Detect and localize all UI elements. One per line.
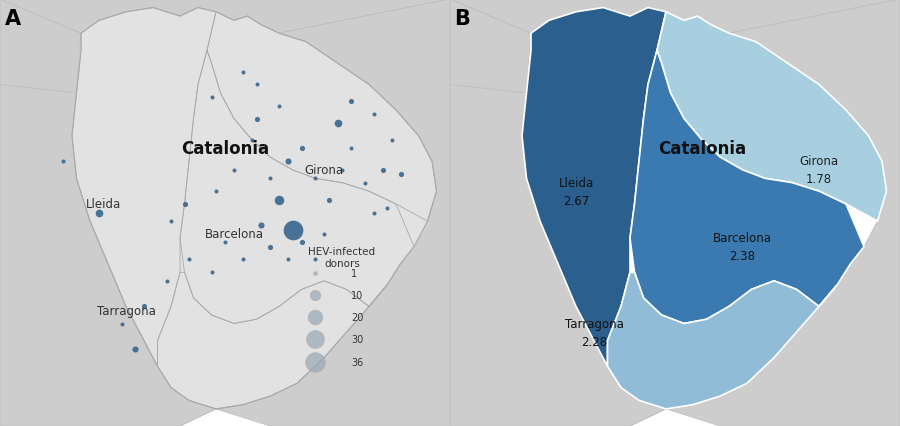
- Point: [366, 210, 381, 216]
- Point: [308, 358, 322, 365]
- Point: [204, 269, 219, 276]
- Point: [177, 201, 192, 208]
- Polygon shape: [450, 0, 666, 426]
- Point: [128, 346, 142, 353]
- Point: [335, 167, 349, 174]
- Text: Catalonia: Catalonia: [658, 140, 746, 158]
- Point: [344, 99, 358, 106]
- Point: [357, 180, 372, 187]
- Point: [321, 197, 336, 204]
- Text: Barcelona
2.38: Barcelona 2.38: [713, 232, 772, 262]
- Text: Barcelona: Barcelona: [204, 228, 264, 241]
- Text: B: B: [454, 9, 471, 29]
- Point: [236, 69, 250, 76]
- Text: 1: 1: [351, 268, 357, 278]
- Polygon shape: [189, 0, 450, 426]
- Polygon shape: [608, 273, 837, 409]
- Text: HEV-infected
donors: HEV-infected donors: [309, 247, 375, 268]
- Text: 20: 20: [351, 312, 364, 322]
- Text: 36: 36: [351, 357, 364, 367]
- Polygon shape: [0, 0, 216, 426]
- Point: [308, 176, 322, 182]
- Text: 10: 10: [351, 290, 364, 300]
- Point: [294, 239, 309, 246]
- Point: [159, 278, 174, 285]
- Point: [308, 270, 322, 276]
- Polygon shape: [450, 0, 900, 34]
- Text: Catalonia: Catalonia: [181, 140, 269, 158]
- Point: [254, 222, 268, 229]
- Text: Tarragona: Tarragona: [96, 305, 156, 317]
- Text: Lleida
2.67: Lleida 2.67: [558, 176, 594, 207]
- Point: [249, 82, 264, 89]
- Point: [375, 167, 390, 174]
- Point: [285, 227, 300, 233]
- Polygon shape: [0, 0, 450, 34]
- Point: [308, 256, 322, 263]
- Text: A: A: [4, 9, 21, 29]
- Polygon shape: [630, 51, 864, 324]
- Point: [92, 210, 106, 216]
- Point: [384, 137, 399, 144]
- Text: Girona
1.78: Girona 1.78: [799, 155, 839, 186]
- Point: [308, 292, 322, 299]
- Point: [281, 256, 295, 263]
- Point: [393, 171, 408, 178]
- Point: [330, 120, 345, 127]
- Text: Lleida: Lleida: [86, 198, 122, 211]
- Point: [236, 256, 250, 263]
- Text: Tarragona
2.28: Tarragona 2.28: [564, 317, 624, 348]
- Point: [209, 188, 223, 195]
- Point: [344, 146, 358, 153]
- Point: [317, 231, 331, 238]
- Point: [56, 158, 70, 165]
- Point: [281, 158, 295, 165]
- Point: [204, 95, 219, 101]
- Polygon shape: [657, 13, 886, 222]
- Polygon shape: [639, 0, 900, 426]
- Point: [308, 314, 322, 321]
- Point: [272, 197, 286, 204]
- Point: [272, 103, 286, 110]
- Text: Girona: Girona: [304, 164, 344, 177]
- Point: [263, 176, 277, 182]
- Text: 30: 30: [351, 334, 364, 345]
- Point: [249, 116, 264, 123]
- Point: [114, 320, 129, 327]
- Point: [182, 256, 196, 263]
- Point: [227, 167, 241, 174]
- Point: [137, 303, 151, 310]
- Point: [218, 239, 232, 246]
- Polygon shape: [450, 85, 666, 426]
- Point: [245, 137, 259, 144]
- Polygon shape: [72, 9, 436, 409]
- Polygon shape: [522, 9, 666, 366]
- Point: [294, 146, 309, 153]
- Polygon shape: [0, 85, 216, 426]
- Point: [263, 244, 277, 250]
- Point: [164, 218, 178, 225]
- Point: [308, 336, 322, 343]
- Point: [380, 205, 394, 212]
- Point: [366, 112, 381, 118]
